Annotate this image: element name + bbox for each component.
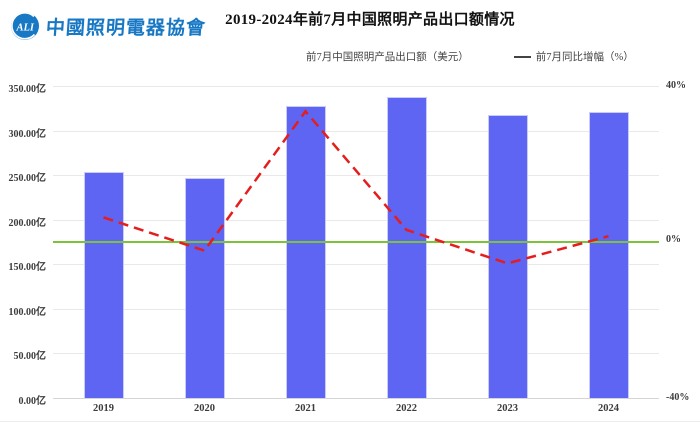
x-axis-label: 2024 xyxy=(598,403,619,414)
zero-percent-line xyxy=(53,240,659,244)
legend-label-export-value: 前7月中国照明产品出口额（美元） xyxy=(306,52,469,63)
x-axis-label: 2023 xyxy=(497,403,518,414)
legend: 前7月中国照明产品出口额（美元） 前7月同比增幅（%） xyxy=(287,49,634,64)
y-axis-label: 0.00亿 xyxy=(18,396,47,407)
gridline xyxy=(53,264,659,266)
legend-item-yoy-growth[interactable]: 前7月同比增幅（%） xyxy=(513,49,634,64)
gridline xyxy=(53,308,659,310)
cali-logo-badge-icon: ALI xyxy=(11,11,39,40)
y-axis-label: 100.00亿 xyxy=(8,306,47,318)
logo-badge-letters: ALI xyxy=(16,23,35,34)
y-axis-label: 200.00亿 xyxy=(8,217,47,229)
y-axis-label: 50.00亿 xyxy=(13,351,47,363)
secondary-axis-label: -40% xyxy=(666,392,690,403)
secondary-axis-label: 0% xyxy=(666,234,681,245)
bar-2022[interactable] xyxy=(386,96,427,398)
line-series-swatch-icon xyxy=(513,55,531,58)
x-axis-label: 2021 xyxy=(295,403,316,414)
gridline xyxy=(53,130,659,132)
x-axis-label: 2019 xyxy=(93,403,114,414)
x-axis-label: 2022 xyxy=(396,403,417,414)
bar-2023[interactable] xyxy=(487,115,528,398)
chart-title: 2019-2024年前7月中国照明产品出口额情况 xyxy=(225,12,515,28)
cali-logo: ALI 中國照明電器協會 xyxy=(10,11,207,41)
x-axis-line xyxy=(53,398,659,399)
gridline xyxy=(53,175,659,177)
legend-item-export-value[interactable]: 前7月中国照明产品出口额（美元） xyxy=(287,49,469,64)
gridline xyxy=(53,353,659,355)
gridline xyxy=(53,219,659,221)
y-axis-label: 350.00亿 xyxy=(8,84,47,95)
gridline xyxy=(53,86,659,87)
y-axis-label: 300.00亿 xyxy=(8,128,47,140)
y-axis-label: 150.00亿 xyxy=(8,262,47,274)
x-axis-label: 2020 xyxy=(194,403,215,414)
widget-bottom-border xyxy=(0,421,700,422)
legend-label-yoy-growth: 前7月同比增幅（%） xyxy=(535,52,634,63)
bar-2021[interactable] xyxy=(285,106,326,398)
secondary-axis-label: 40% xyxy=(666,80,686,91)
bar-2019[interactable] xyxy=(83,172,124,398)
bar-2020[interactable] xyxy=(184,177,225,398)
y-axis-label: 250.00亿 xyxy=(8,173,47,185)
bar-2024[interactable] xyxy=(588,112,629,398)
